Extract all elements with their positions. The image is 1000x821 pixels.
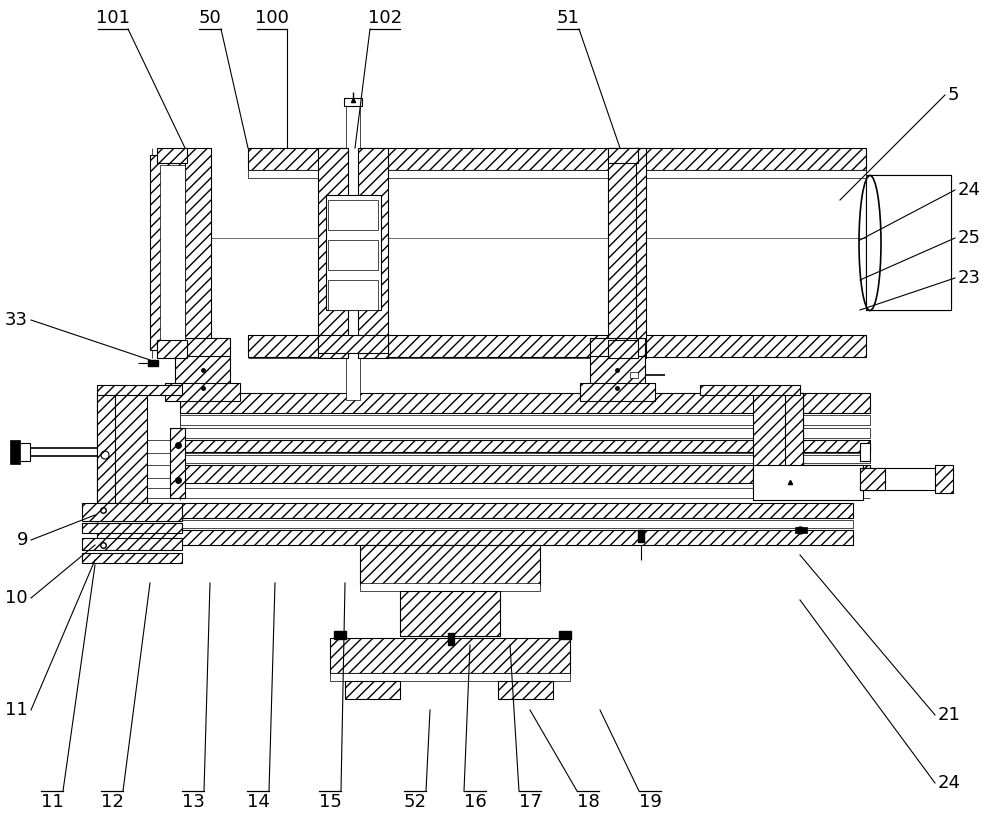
- Bar: [82, 503, 182, 521]
- Bar: [180, 415, 870, 425]
- Bar: [318, 148, 348, 358]
- Bar: [448, 633, 454, 645]
- Bar: [860, 468, 940, 490]
- Bar: [318, 335, 388, 353]
- Bar: [175, 338, 230, 356]
- Bar: [180, 393, 870, 413]
- Bar: [165, 383, 240, 401]
- Text: 19: 19: [639, 793, 661, 811]
- Text: 11: 11: [41, 793, 63, 811]
- Bar: [180, 455, 870, 463]
- Bar: [360, 545, 540, 585]
- Bar: [180, 465, 870, 483]
- Bar: [326, 195, 381, 310]
- Bar: [935, 465, 953, 493]
- Text: 12: 12: [101, 793, 123, 811]
- Bar: [608, 148, 638, 358]
- Bar: [170, 428, 185, 498]
- Text: 23: 23: [958, 269, 981, 287]
- Bar: [330, 638, 570, 673]
- Bar: [175, 355, 230, 385]
- Text: 5: 5: [948, 86, 960, 104]
- Bar: [608, 340, 638, 358]
- Text: 50: 50: [199, 9, 221, 27]
- Bar: [344, 98, 362, 106]
- Bar: [590, 338, 645, 356]
- Bar: [150, 155, 185, 350]
- Bar: [328, 280, 378, 310]
- Text: 17: 17: [519, 793, 541, 811]
- Bar: [248, 335, 638, 357]
- Bar: [636, 148, 646, 358]
- Bar: [10, 440, 20, 464]
- Bar: [498, 681, 553, 699]
- Text: 18: 18: [577, 793, 599, 811]
- Bar: [97, 503, 853, 518]
- Bar: [358, 148, 388, 358]
- Bar: [636, 170, 866, 178]
- Bar: [785, 393, 803, 493]
- Bar: [82, 523, 182, 533]
- Text: 14: 14: [247, 793, 269, 811]
- Bar: [160, 165, 185, 340]
- Text: 10: 10: [5, 589, 28, 607]
- Text: 33: 33: [5, 311, 28, 329]
- Bar: [97, 520, 853, 528]
- Bar: [18, 443, 30, 461]
- Bar: [180, 428, 870, 438]
- Text: 21: 21: [938, 706, 961, 724]
- Bar: [360, 583, 540, 591]
- Text: 102: 102: [368, 9, 402, 27]
- Bar: [97, 385, 182, 395]
- Bar: [183, 148, 211, 358]
- Text: 16: 16: [464, 793, 486, 811]
- Bar: [157, 148, 187, 163]
- Bar: [866, 175, 951, 310]
- Bar: [636, 148, 866, 170]
- Bar: [330, 673, 570, 681]
- Bar: [608, 148, 638, 163]
- Bar: [97, 393, 115, 503]
- Bar: [148, 360, 158, 366]
- Bar: [82, 538, 182, 550]
- Text: 25: 25: [958, 229, 981, 247]
- Bar: [82, 553, 182, 563]
- Bar: [559, 631, 571, 639]
- Text: 24: 24: [938, 774, 961, 792]
- Bar: [753, 465, 863, 500]
- Text: 9: 9: [16, 531, 28, 549]
- Bar: [97, 530, 853, 545]
- Bar: [334, 631, 346, 639]
- Text: 101: 101: [96, 9, 130, 27]
- Bar: [700, 385, 800, 395]
- Text: 24: 24: [958, 181, 981, 199]
- Bar: [248, 170, 638, 178]
- Bar: [97, 393, 147, 503]
- Bar: [346, 100, 360, 400]
- Bar: [590, 355, 645, 385]
- Text: 52: 52: [404, 793, 426, 811]
- Bar: [345, 681, 400, 699]
- Bar: [638, 530, 644, 542]
- Bar: [180, 440, 870, 452]
- Bar: [753, 393, 803, 493]
- Text: 100: 100: [255, 9, 289, 27]
- Text: 51: 51: [557, 9, 579, 27]
- Text: 13: 13: [182, 793, 204, 811]
- Bar: [636, 335, 866, 357]
- Bar: [580, 383, 655, 401]
- Text: 15: 15: [319, 793, 341, 811]
- Bar: [328, 200, 378, 230]
- Bar: [157, 340, 187, 358]
- Bar: [795, 527, 807, 533]
- Bar: [630, 372, 638, 378]
- Bar: [860, 443, 870, 461]
- Bar: [248, 148, 638, 170]
- Bar: [328, 240, 378, 270]
- Bar: [860, 468, 885, 490]
- Bar: [400, 591, 500, 636]
- Text: 11: 11: [5, 701, 28, 719]
